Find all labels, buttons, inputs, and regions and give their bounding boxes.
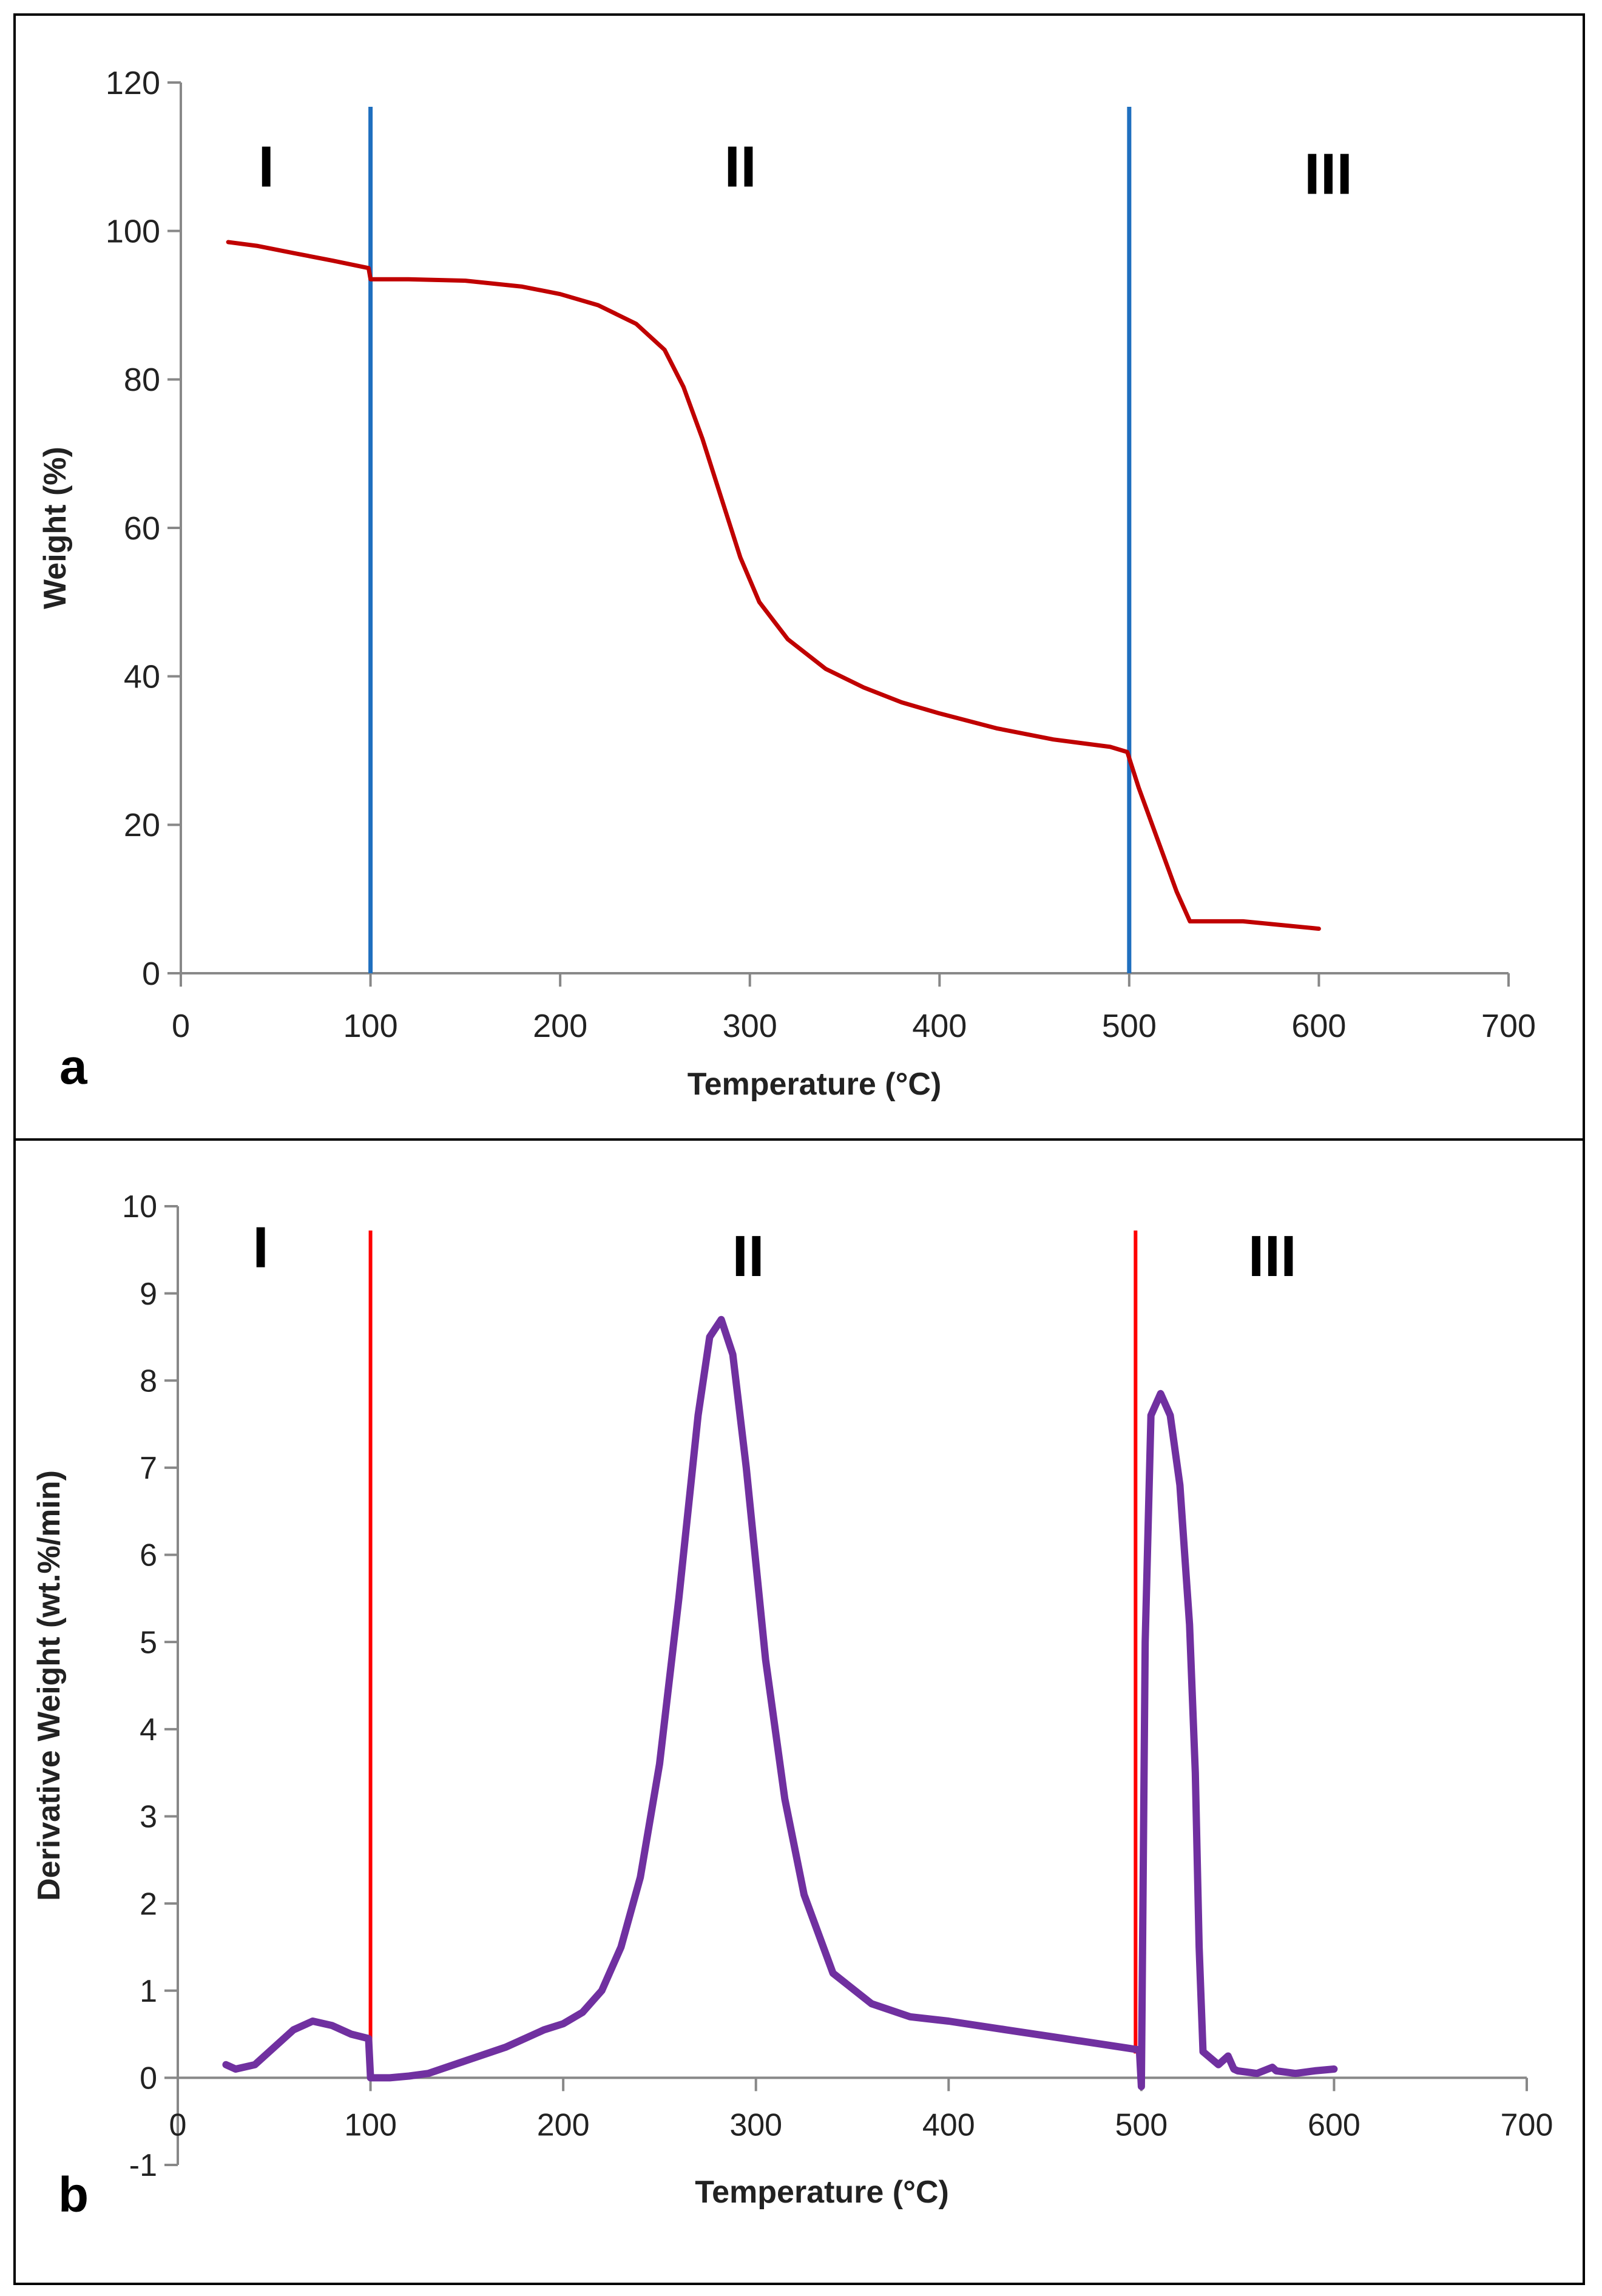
- x-tick-label: 0: [172, 1008, 190, 1044]
- y-axis-title: Weight (%): [38, 447, 73, 609]
- x-tick-label: 300: [723, 1008, 777, 1044]
- x-axis-title: Temperature (°C): [695, 2175, 949, 2210]
- x-tick-label: 600: [1291, 1008, 1346, 1044]
- x-tick-label: 100: [343, 1008, 398, 1044]
- x-tick-label: 0: [169, 2107, 187, 2142]
- x-tick-label: 500: [1102, 1008, 1157, 1044]
- y-tick-label: 100: [106, 214, 160, 250]
- y-tick-label: 0: [142, 956, 160, 992]
- y-tick-label: 5: [140, 1625, 157, 1660]
- region-label: I: [252, 1215, 269, 1280]
- y-tick-label: 7: [140, 1451, 157, 1486]
- y-tick-label: 4: [140, 1712, 157, 1747]
- x-tick-label: 200: [537, 2107, 590, 2142]
- panel-letter: a: [59, 1039, 88, 1095]
- region-label: II: [732, 1224, 764, 1289]
- y-tick-label: 80: [124, 362, 160, 398]
- y-tick-label: 10: [122, 1189, 157, 1224]
- y-tick-label: 9: [140, 1277, 157, 1312]
- x-axis-title: Temperature (°C): [688, 1067, 942, 1102]
- x-tick-label: 300: [729, 2107, 782, 2142]
- weight-loss-chart: 0 20 40 60 80 100 120 0 100 200 300 400 500 600 700 Tem…: [38, 65, 1536, 1102]
- y-tick-label: 60: [124, 510, 160, 547]
- data-series-line: [226, 240, 1321, 931]
- x-tick-label: 700: [1501, 2107, 1553, 2142]
- y-axis-title: Derivative Weight (wt.%/min): [32, 1470, 67, 1901]
- y-tick-label: 120: [106, 65, 160, 101]
- chart-panel-b: -1 0 1 2 3 4 5 6 7 8 9 10 0 100 200 300 400 500 600 700 Temp…: [13, 1138, 1585, 2285]
- region-label: II: [724, 134, 756, 199]
- x-tick-label: 100: [344, 2107, 397, 2142]
- y-tick-label: 40: [124, 659, 160, 695]
- x-tick-label: 600: [1308, 2107, 1360, 2142]
- region-label: I: [258, 134, 274, 199]
- y-tick-label: 6: [140, 1538, 157, 1573]
- y-tick-label: 8: [140, 1363, 157, 1399]
- y-tick-label: 20: [124, 807, 160, 843]
- panel-letter: b: [58, 2167, 89, 2223]
- region-label: III: [1248, 1224, 1297, 1289]
- x-tick-label: 400: [922, 2107, 975, 2142]
- x-tick-label: 400: [912, 1008, 967, 1044]
- x-tick-label: 200: [533, 1008, 587, 1044]
- y-tick-label: 2: [140, 1886, 157, 1922]
- chart-panel-a: 0 20 40 60 80 100 120 0 100 200 300 400 500 600 700 Tem…: [13, 13, 1585, 1143]
- y-tick-label: 0: [140, 2061, 157, 2096]
- x-tick-label: 500: [1115, 2107, 1168, 2142]
- y-tick-label: 1: [140, 1974, 157, 2009]
- region-label: III: [1304, 142, 1353, 207]
- y-tick-label: -1: [129, 2148, 157, 2183]
- x-tick-label: 700: [1481, 1008, 1536, 1044]
- data-series-line: [222, 1315, 1338, 2090]
- y-tick-label: 3: [140, 1800, 157, 1835]
